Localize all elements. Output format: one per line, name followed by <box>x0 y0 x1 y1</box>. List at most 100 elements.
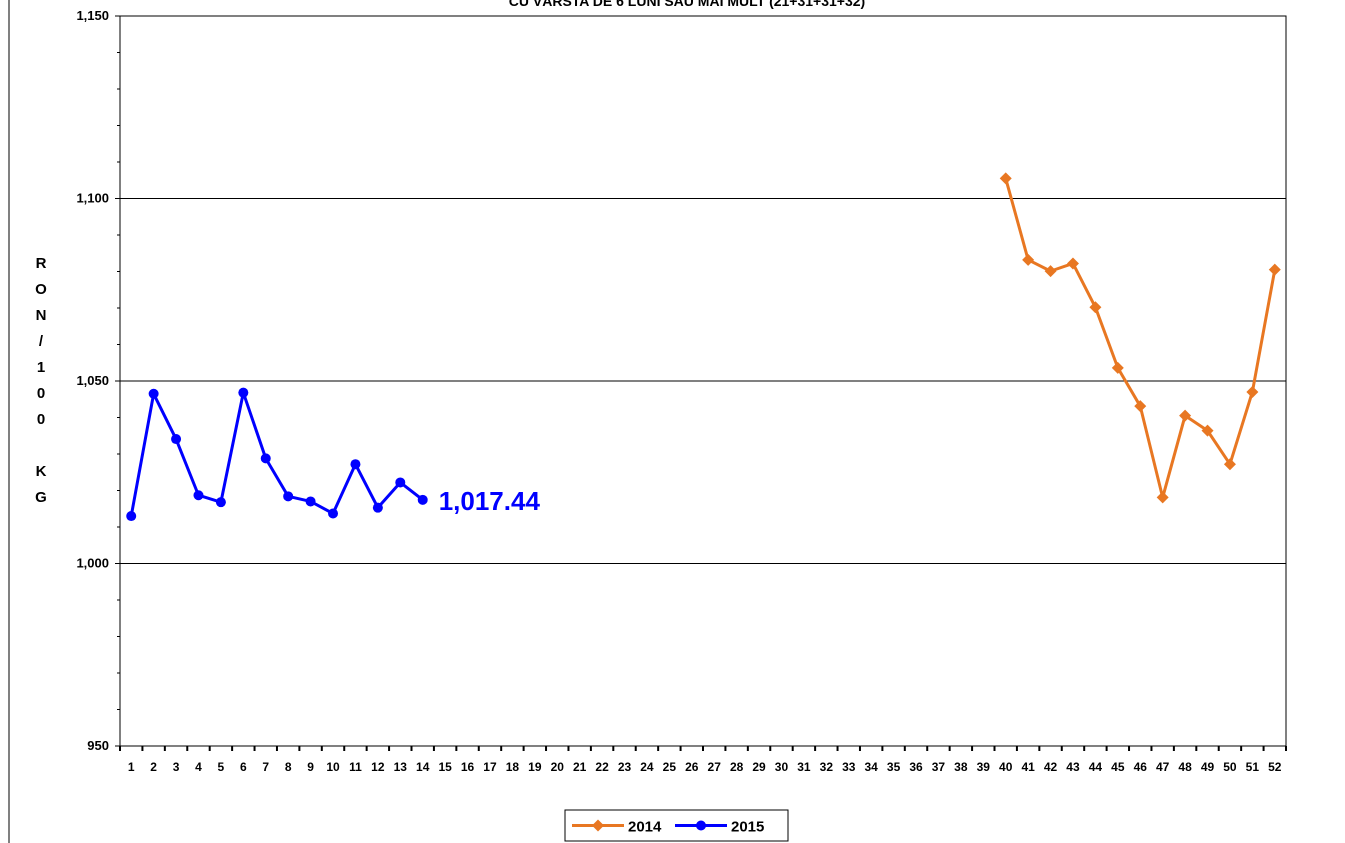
x-tick-label: 33 <box>842 760 856 774</box>
x-tick-label: 9 <box>307 760 314 774</box>
data-point-2014 <box>1134 400 1147 413</box>
data-point-2015 <box>171 434 182 445</box>
data-point-2014 <box>999 172 1012 185</box>
x-tick-label: 30 <box>775 760 789 774</box>
x-tick-label: 38 <box>954 760 968 774</box>
x-tick-label: 35 <box>887 760 901 774</box>
x-tick-label: 11 <box>349 760 362 774</box>
y-tick-label: 1,100 <box>76 191 109 206</box>
x-tick-label: 2 <box>150 760 157 774</box>
x-tick-label: 8 <box>285 760 292 774</box>
y-tick-label: 1,150 <box>76 8 109 23</box>
data-point-2015 <box>283 491 294 502</box>
series-layer <box>126 172 1281 522</box>
y-axis-label-char: N <box>36 307 47 324</box>
x-tick-label: 22 <box>595 760 609 774</box>
y-axis-label-char: O <box>35 281 47 298</box>
legend-marker-2015 <box>696 820 706 831</box>
x-tick-label: 29 <box>752 760 766 774</box>
data-point-2014 <box>1246 385 1259 398</box>
y-axis-label-char: K <box>36 463 47 480</box>
y-tick-label: 1,000 <box>76 556 109 571</box>
data-point-2015 <box>193 490 204 501</box>
data-point-2014 <box>1111 361 1124 374</box>
data-point-2015 <box>126 511 137 522</box>
y-axis-label-char: 0 <box>37 411 45 428</box>
y-axis-label-char: / <box>39 333 44 350</box>
legend-marker-2014 <box>592 819 604 832</box>
x-tick-label: 12 <box>371 760 385 774</box>
y-axis-label-char: 1 <box>37 359 45 376</box>
series-line-2015 <box>129 391 424 517</box>
data-point-2014 <box>1089 301 1102 314</box>
x-tick-label: 13 <box>394 760 408 774</box>
chart-title: CU VÂRSTA DE 6 LUNI SAU MAI MULT (21+31+… <box>509 0 865 9</box>
y-axis-ticks: 950 1,000 1,050 1,100 1,150 <box>76 8 120 753</box>
data-point-2015 <box>350 459 361 470</box>
x-tick-label: 51 <box>1246 760 1260 774</box>
legend-label-2015: 2015 <box>731 819 764 836</box>
legend-label-2014: 2014 <box>628 819 662 836</box>
x-tick-label: 44 <box>1089 760 1103 774</box>
x-tick-label: 10 <box>326 760 340 774</box>
x-tick-label: 50 <box>1223 760 1237 774</box>
x-tick-label: 6 <box>240 760 247 774</box>
x-tick-label: 39 <box>977 760 991 774</box>
y-axis-label-char: 0 <box>37 385 45 402</box>
gridlines <box>120 198 1286 564</box>
data-point-2015 <box>328 508 339 519</box>
data-point-2015 <box>417 494 428 505</box>
data-point-2014 <box>1044 265 1057 278</box>
legend: 2014 2015 <box>564 809 789 842</box>
x-tick-label: 25 <box>663 760 677 774</box>
y-tick-label: 950 <box>87 738 109 753</box>
data-point-2014 <box>1022 253 1035 266</box>
data-point-2015 <box>148 388 159 399</box>
data-point-2014 <box>1156 491 1169 504</box>
x-tick-label: 52 <box>1268 760 1282 774</box>
x-tick-label: 7 <box>262 760 269 774</box>
y-axis-label-char: G <box>35 489 47 506</box>
x-tick-label: 26 <box>685 760 699 774</box>
x-tick-label: 23 <box>618 760 632 774</box>
data-point-2014 <box>1268 263 1281 276</box>
data-point-2015 <box>372 502 383 513</box>
x-tick-label: 36 <box>909 760 923 774</box>
data-point-2015 <box>215 497 226 508</box>
x-tick-label: 47 <box>1156 760 1170 774</box>
data-point-2015 <box>260 453 271 464</box>
x-tick-label: 3 <box>173 760 180 774</box>
x-tick-label: 40 <box>999 760 1013 774</box>
x-tick-label: 34 <box>864 760 878 774</box>
x-tick-label: 24 <box>640 760 654 774</box>
x-tick-label: 17 <box>483 760 497 774</box>
data-point-2014 <box>1223 458 1236 471</box>
x-tick-label: 27 <box>708 760 722 774</box>
x-tick-label: 31 <box>797 760 811 774</box>
y-axis-label-char: R <box>36 255 47 272</box>
data-point-2015 <box>305 496 316 507</box>
x-tick-label: 4 <box>195 760 202 774</box>
x-tick-label: 28 <box>730 760 744 774</box>
x-tick-label: 32 <box>820 760 834 774</box>
x-tick-label: 21 <box>573 760 587 774</box>
data-point-2014 <box>1201 424 1214 437</box>
x-tick-label: 48 <box>1178 760 1192 774</box>
y-tick-label: 1,050 <box>76 373 109 388</box>
x-tick-label: 1 <box>128 760 135 774</box>
x-tick-label: 37 <box>932 760 946 774</box>
x-tick-label: 43 <box>1066 760 1080 774</box>
data-point-2015 <box>395 477 406 488</box>
x-tick-label: 14 <box>416 760 430 774</box>
x-tick-label: 15 <box>438 760 452 774</box>
x-tick-label: 49 <box>1201 760 1215 774</box>
data-point-2015 <box>238 387 249 398</box>
x-axis-ticks: 1 2 3 4 5 6 7 8 9 10 11 12 13 14 15 16 17 18 19 20 21 22 23 24 2… <box>119 746 1287 774</box>
x-tick-label: 45 <box>1111 760 1125 774</box>
x-tick-label: 18 <box>506 760 520 774</box>
x-tick-label: 5 <box>218 760 225 774</box>
x-tick-label: 46 <box>1134 760 1148 774</box>
last-value-label: 1,017.44 <box>439 486 541 516</box>
data-point-2014 <box>1066 257 1079 270</box>
